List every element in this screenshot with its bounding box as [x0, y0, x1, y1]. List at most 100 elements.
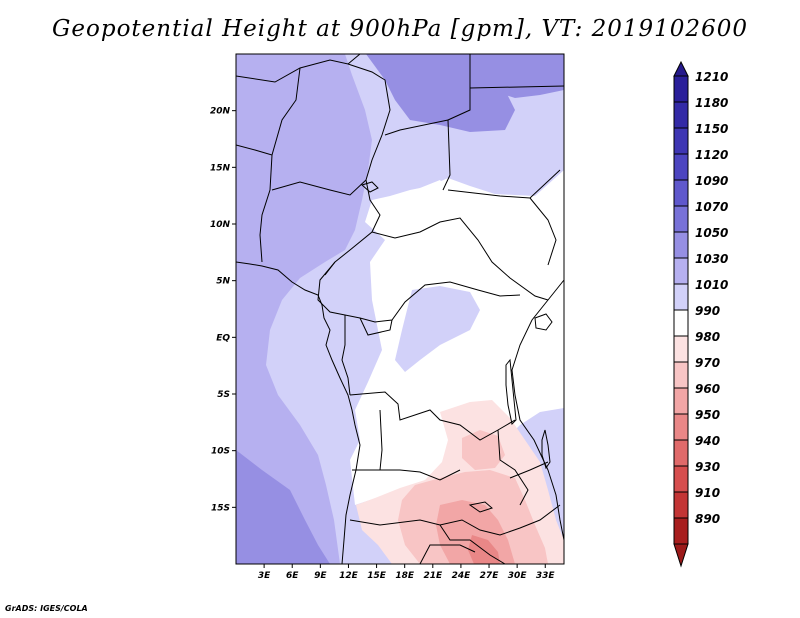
lon-tick-label: 12E: [339, 571, 359, 581]
colorbar-segment: [673, 153, 689, 181]
lon-tick-label: 30E: [508, 571, 528, 581]
border-c2: [447, 169, 561, 199]
colorbar-segment: [673, 231, 689, 259]
border-s2: [379, 409, 383, 471]
border-n6: [469, 85, 564, 89]
colorbar-label: 890: [695, 512, 720, 526]
colorbar-segment: [673, 309, 689, 337]
border-c4: [317, 261, 521, 323]
shade-1050-north: [366, 54, 515, 132]
border-c6: [359, 317, 393, 336]
colorbar-segment: [673, 387, 689, 415]
lat-tick-label: 10N: [210, 220, 231, 230]
colorbar-segment: [673, 413, 689, 441]
colorbar-label: 1150: [695, 122, 728, 136]
lon-tick-label: 6E: [286, 571, 299, 581]
border-s3: [349, 504, 561, 536]
border-n8: [271, 179, 367, 196]
colorbar-label: 930: [695, 460, 720, 474]
colorbar-label: 1120: [695, 148, 728, 162]
coastline-west: [236, 261, 361, 564]
colorbar-label: 1070: [695, 200, 728, 214]
colorbar-top-triangle: [673, 60, 689, 77]
colorbar-segment: [673, 335, 689, 363]
shade-1050-sw: [236, 450, 330, 564]
lon-tick-label: 9E: [314, 571, 327, 581]
colorbar-label: 1180: [695, 96, 728, 110]
border-n1: [236, 54, 361, 83]
lon-tick-label: 15E: [367, 571, 387, 581]
colorbar-label: 940: [695, 434, 720, 448]
border-s4: [439, 524, 506, 564]
lon-tick-label: 27E: [480, 571, 500, 581]
lakes: [360, 181, 553, 513]
colorbar-label: 910: [695, 486, 720, 500]
lon-tick-label: 21E: [423, 571, 443, 581]
border-s6: [509, 461, 549, 479]
lat-tick-label: EQ: [216, 333, 230, 343]
colorbar-segment: [673, 257, 689, 285]
colorbar-segment: [673, 491, 689, 519]
border-s7: [497, 429, 529, 506]
coastline-east: [511, 279, 564, 541]
chart-title: Geopotential Height at 900hPa [gpm], VT:…: [52, 16, 748, 42]
border-c7: [349, 391, 516, 441]
colorbar-label: 1050: [695, 226, 728, 240]
country-borders: [236, 54, 564, 564]
colorbar-label: 980: [695, 330, 720, 344]
lake-tanganyika: [505, 358, 517, 426]
colorbar-label: 960: [695, 382, 720, 396]
border-c5: [341, 315, 351, 396]
colorbar-segment: [673, 283, 689, 311]
lon-tick-label: 18E: [395, 571, 415, 581]
colorbar-label: 1030: [695, 252, 728, 266]
colorbar-segment: [673, 205, 689, 233]
border-s1: [352, 469, 461, 481]
lake-victoria: [534, 313, 553, 331]
colorbar-label: 970: [695, 356, 720, 370]
colorbar-segment: [673, 101, 689, 129]
colorbar-label: 1010: [695, 278, 728, 292]
border-c1: [371, 217, 549, 301]
lon-axis: 3E 6E 9E 12E 15E 18E 21E 24E 27E 30E 33E: [258, 564, 556, 581]
lake-chad: [360, 181, 379, 193]
border-c3: [529, 197, 557, 266]
colorbar-label: 950: [695, 408, 720, 422]
lat-tick-label: 15S: [211, 503, 230, 513]
map-frame: [235, 53, 565, 565]
colorbar: 1210 1180 1150 1120 1090 1070 1050 1030 1010 990 9…: [673, 60, 728, 568]
colorbar-label: 1210: [695, 70, 728, 84]
colorbar-label: 1090: [695, 174, 728, 188]
lon-tick-label: 3E: [258, 571, 271, 581]
lat-tick-label: 10S: [211, 447, 230, 457]
colorbar-segment: [673, 465, 689, 493]
colorbar-segment: [673, 75, 689, 103]
colorbar-segment: [673, 127, 689, 155]
border-s5: [419, 544, 476, 564]
border-n7: [384, 119, 449, 136]
shade-970b: [462, 430, 505, 470]
shade-990-sahel: [372, 180, 448, 218]
colorbar-segment: [673, 439, 689, 467]
lat-tick-label: 5N: [216, 277, 230, 287]
lat-axis: 20N 15N 10N 5N EQ 5S 10S 15S: [210, 107, 236, 513]
shade-1010-island2: [430, 300, 468, 338]
lake-malawi: [541, 429, 551, 470]
lat-tick-label: 15N: [210, 163, 231, 173]
border-n3: [271, 67, 301, 156]
lat-tick-label: 5S: [217, 390, 230, 400]
colorbar-label: 990: [695, 304, 720, 318]
lon-tick-label: 33E: [536, 571, 556, 581]
lon-tick-label: 24E: [452, 571, 472, 581]
border-n2: [236, 144, 273, 263]
lake-kariba: [468, 501, 493, 513]
lat-tick-label: 20N: [210, 107, 231, 117]
colorbar-segment: [673, 361, 689, 389]
colorbar-segment: [673, 517, 689, 545]
colorbar-segment: [673, 179, 689, 207]
colorbar-bottom-triangle: [673, 543, 689, 568]
shade-960: [436, 500, 515, 564]
credit-text: GrADS: IGES/COLA: [5, 604, 88, 613]
